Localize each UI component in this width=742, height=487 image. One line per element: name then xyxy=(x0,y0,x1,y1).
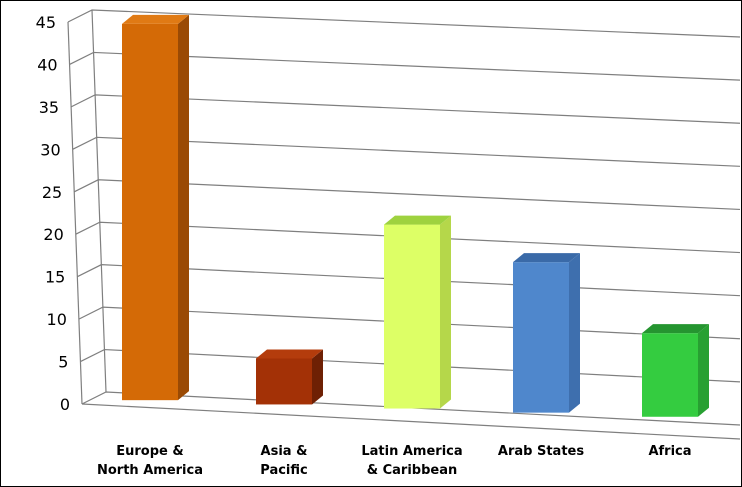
y-tick-label: 20 xyxy=(43,225,63,244)
x-category-labels: Europe & North America Asia & Pacific Latin … xyxy=(97,444,692,478)
bar xyxy=(513,253,580,413)
x-axis-floor-edge xyxy=(81,403,741,440)
bar-top xyxy=(642,324,709,334)
bar-side xyxy=(569,253,580,413)
bar-side xyxy=(178,14,189,401)
x-category-label: Asia & Pacific xyxy=(260,444,307,478)
x-category-label: Europe & North America xyxy=(97,444,203,478)
y-axis-front-edge xyxy=(67,21,83,405)
bar-top xyxy=(256,349,323,359)
y-tick-label: 0 xyxy=(60,395,70,414)
bar-side xyxy=(312,349,323,405)
y-tick-labels: 0 5 10 15 20 25 30 35 40 45 xyxy=(36,13,70,414)
bar xyxy=(384,215,451,409)
y-tick-label: 25 xyxy=(42,183,62,202)
x-category-label: Latin America & Caribbean xyxy=(361,444,462,478)
bar-front xyxy=(256,358,312,405)
bar-side xyxy=(698,324,709,417)
axes xyxy=(67,9,741,440)
bar xyxy=(122,14,189,401)
bars xyxy=(122,14,709,417)
bar-side xyxy=(440,215,451,409)
y-tick-label: 45 xyxy=(36,13,56,32)
y-tick-label: 5 xyxy=(58,353,68,372)
y-tick-label: 40 xyxy=(37,55,57,74)
bar xyxy=(642,324,709,417)
bar xyxy=(256,349,323,405)
bar-front xyxy=(642,333,698,417)
x-category-label: Arab States xyxy=(498,444,584,459)
bar-front xyxy=(122,23,178,401)
y-axis-back-edge xyxy=(91,9,107,393)
bar-top xyxy=(384,215,451,225)
bar-top xyxy=(122,14,189,24)
bar-front xyxy=(513,262,569,413)
bar-front xyxy=(384,224,440,409)
y-tick-label: 35 xyxy=(39,98,59,117)
y-tick-label: 30 xyxy=(40,140,60,159)
x-category-label: Africa xyxy=(648,444,691,459)
bar-top xyxy=(513,253,580,263)
y-tick-label: 15 xyxy=(45,268,65,287)
y-tick-label: 10 xyxy=(47,310,67,329)
